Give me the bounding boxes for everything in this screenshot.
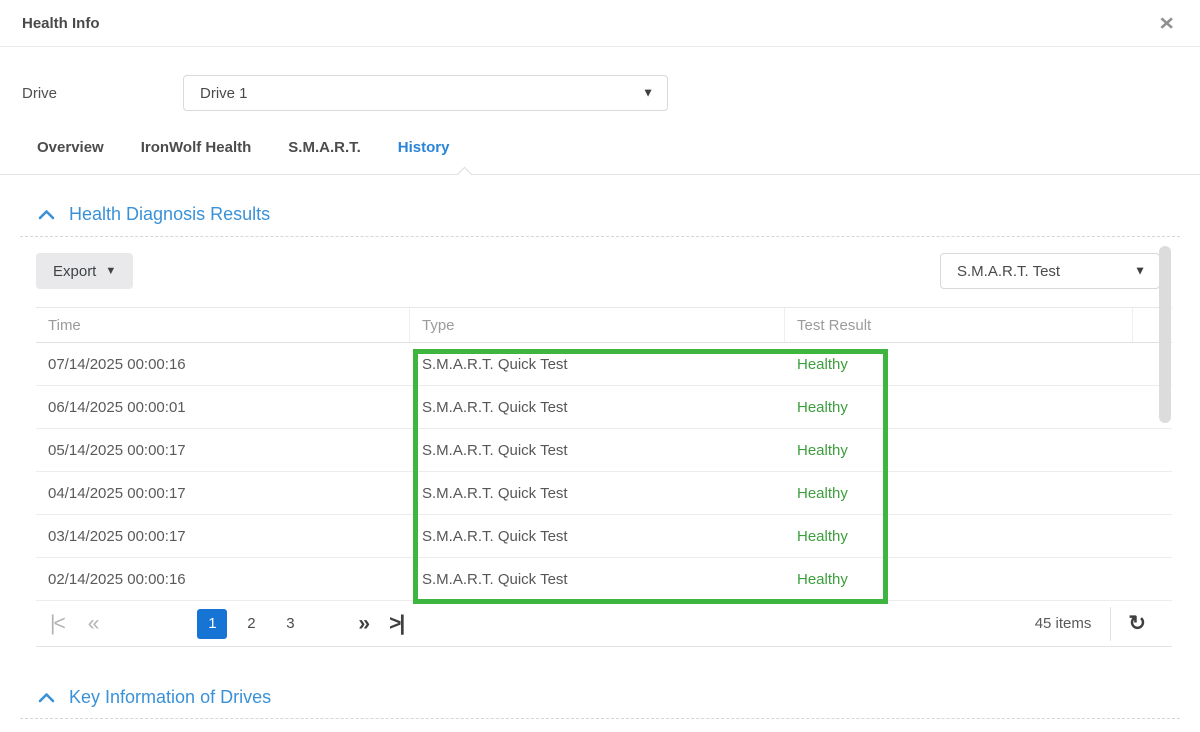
- section-title: Key Information of Drives: [69, 687, 272, 707]
- refresh-icon[interactable]: ↻: [1128, 612, 1146, 635]
- cell-time: 06/14/2025 00:00:01: [48, 398, 186, 416]
- table-row[interactable]: 04/14/2025 00:00:17 S.M.A.R.T. Quick Tes…: [36, 472, 1172, 515]
- cell-time: 02/14/2025 00:00:16: [48, 570, 186, 588]
- table-row[interactable]: 05/14/2025 00:00:17 S.M.A.R.T. Quick Tes…: [36, 429, 1172, 472]
- cell-test-result: Healthy: [797, 441, 848, 459]
- page-button-3[interactable]: 3: [286, 615, 295, 632]
- column-header-test-result[interactable]: Test Result: [785, 308, 1133, 342]
- table-row[interactable]: 07/14/2025 00:00:16 S.M.A.R.T. Quick Tes…: [36, 343, 1172, 386]
- cell-time: 05/14/2025 00:00:17: [48, 441, 186, 459]
- test-type-filter-value: S.M.A.R.T. Test: [957, 262, 1061, 280]
- export-button[interactable]: Export ▼: [36, 253, 134, 289]
- cell-type: S.M.A.R.T. Quick Test: [422, 441, 568, 459]
- vertical-scrollbar-thumb[interactable]: [1159, 246, 1171, 423]
- active-tab-notch: [456, 166, 473, 183]
- pagination-right-group: 45 items ↻: [1034, 606, 1172, 641]
- tab-smart[interactable]: S.M.A.R.T.: [288, 139, 361, 156]
- chevron-down-icon: ▼: [642, 85, 654, 100]
- cell-type: S.M.A.R.T. Quick Test: [422, 398, 568, 416]
- section-title: Health Diagnosis Results: [69, 204, 271, 224]
- pagination-bar: |< « 1 2 3 » >| 45 items ↻: [36, 601, 1172, 647]
- items-count: 45 items: [1034, 615, 1092, 632]
- tab-ironwolf-health[interactable]: IronWolf Health: [140, 139, 252, 156]
- chevron-down-icon: ▼: [105, 265, 117, 277]
- column-header-type[interactable]: Type: [410, 308, 785, 342]
- pagination-divider: [1110, 606, 1112, 641]
- chevron-down-icon: ▼: [1134, 263, 1146, 278]
- chevron-up-icon: [38, 692, 55, 703]
- dashed-divider: [20, 718, 1180, 719]
- page-button-2[interactable]: 2: [247, 615, 256, 632]
- next-page-icon[interactable]: »: [358, 612, 370, 635]
- section-health-diagnosis-results[interactable]: Health Diagnosis Results: [38, 204, 1200, 225]
- table-row[interactable]: 03/14/2025 00:00:17 S.M.A.R.T. Quick Tes…: [36, 515, 1172, 558]
- column-header-time[interactable]: Time: [36, 308, 410, 342]
- table-toolbar: Export ▼ S.M.A.R.T. Test ▼: [36, 253, 1164, 289]
- close-icon[interactable]: ×: [1159, 9, 1174, 36]
- cell-type: S.M.A.R.T. Quick Test: [422, 355, 568, 373]
- cell-test-result: Healthy: [797, 484, 848, 502]
- dialog-title: Health Info: [22, 14, 100, 32]
- tab-history[interactable]: History: [397, 139, 450, 156]
- drive-row: Drive Drive 1 ▼: [22, 75, 1200, 111]
- health-history-table: Time Type Test Result 07/14/2025 00:00:1…: [36, 307, 1172, 601]
- chevron-up-icon: [38, 209, 55, 220]
- drive-label: Drive: [22, 84, 58, 102]
- cell-test-result: Healthy: [797, 398, 848, 416]
- table-row[interactable]: 02/14/2025 00:00:16 S.M.A.R.T. Quick Tes…: [36, 558, 1172, 601]
- section-key-information-of-drives[interactable]: Key Information of Drives: [38, 687, 1200, 708]
- cell-test-result: Healthy: [797, 527, 848, 545]
- cell-time: 07/14/2025 00:00:16: [48, 355, 186, 373]
- tab-overview[interactable]: Overview: [37, 139, 104, 156]
- drive-select-value: Drive 1: [200, 84, 248, 102]
- previous-page-icon[interactable]: «: [87, 612, 100, 635]
- dialog-header: Health Info ×: [0, 0, 1200, 47]
- cell-test-result: Healthy: [797, 355, 848, 373]
- cell-time: 04/14/2025 00:00:17: [48, 484, 186, 502]
- first-page-icon[interactable]: |<: [50, 612, 66, 635]
- page-number-group: 1 2 3: [197, 608, 305, 639]
- cell-test-result: Healthy: [797, 570, 848, 588]
- page-button-1[interactable]: 1: [197, 608, 228, 639]
- table-header-row: Time Type Test Result: [36, 307, 1172, 343]
- dashed-divider: [20, 236, 1180, 237]
- tab-bar: Overview IronWolf Health S.M.A.R.T. Hist…: [0, 137, 1200, 183]
- cell-time: 03/14/2025 00:00:17: [48, 527, 186, 545]
- cell-type: S.M.A.R.T. Quick Test: [422, 484, 568, 502]
- cell-type: S.M.A.R.T. Quick Test: [422, 570, 568, 588]
- last-page-icon[interactable]: >|: [389, 612, 405, 635]
- test-type-filter-select[interactable]: S.M.A.R.T. Test ▼: [940, 253, 1160, 289]
- drive-select[interactable]: Drive 1 ▼: [183, 75, 668, 111]
- table-row[interactable]: 06/14/2025 00:00:01 S.M.A.R.T. Quick Tes…: [36, 386, 1172, 429]
- cell-type: S.M.A.R.T. Quick Test: [422, 527, 568, 545]
- export-button-label: Export: [53, 262, 97, 280]
